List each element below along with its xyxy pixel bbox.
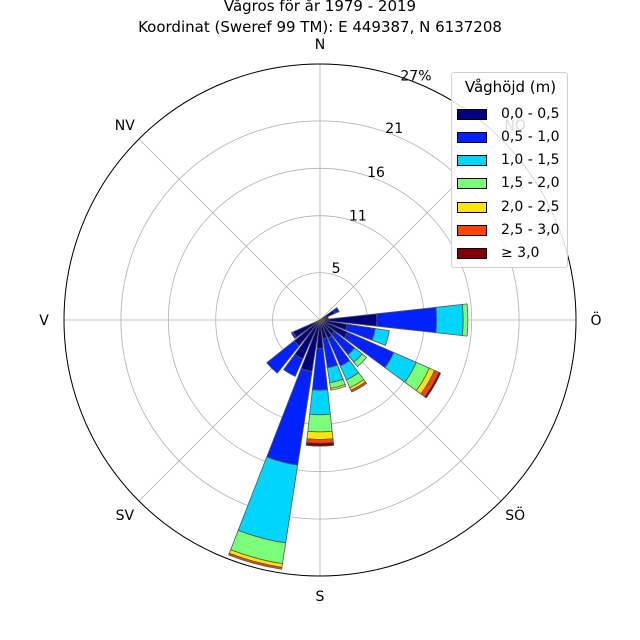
legend-label: ≥ 3,0 <box>501 245 540 261</box>
radial-tick-label: 21 <box>385 121 403 137</box>
direction-label: N <box>315 37 325 53</box>
rose-wedge <box>306 430 334 440</box>
direction-label: SV <box>116 508 135 524</box>
rose-wedge <box>424 371 442 399</box>
legend-item: ≥ 3,0 <box>457 243 539 263</box>
legend-title: Våghöjd (m) <box>464 78 557 96</box>
rose-wedge <box>290 331 297 340</box>
legend-item: 2,0 - 2,5 <box>457 197 559 217</box>
rose-wedge <box>376 306 438 334</box>
rose-wedge <box>266 368 313 466</box>
legend-swatch <box>457 201 487 213</box>
legend-item: 1,0 - 1,5 <box>457 150 559 170</box>
rose-wedge <box>309 389 331 416</box>
legend-label: 0,5 - 1,0 <box>501 129 560 145</box>
chart-title: Vågros för år 1979 - 2019 <box>223 0 417 15</box>
rose-bars <box>228 303 469 570</box>
legend-swatch <box>457 177 487 189</box>
direction-label: S <box>316 589 325 605</box>
rose-wedge <box>228 552 283 570</box>
grid-spoke <box>138 138 321 321</box>
rose-wedge <box>461 303 469 337</box>
legend-swatch <box>457 154 487 166</box>
direction-label: SÖ <box>505 506 525 524</box>
rose-wedge <box>332 307 340 315</box>
legend-swatch <box>457 247 487 259</box>
legend-label: 1,5 - 2,0 <box>501 175 560 191</box>
legend: Våghöjd (m) 0,0 - 0,5 0,5 - 1,0 1,0 - 1,… <box>451 72 568 268</box>
chart-subtitle: Koordinat (Sweref 99 TM): E 449387, N 61… <box>138 18 502 36</box>
outer-circle <box>63 63 577 577</box>
rose-wedge <box>282 353 304 377</box>
radial-tick-label: 11 <box>349 209 367 225</box>
radial-tick-label: 16 <box>367 165 385 181</box>
legend-item: 0,5 - 1,0 <box>457 127 559 147</box>
rose-wedge <box>330 383 347 391</box>
legend-swatch <box>457 108 487 120</box>
legend-item: 0,0 - 0,5 <box>457 104 559 124</box>
rose-wedge <box>353 353 368 368</box>
legend-item: 1,5 - 2,0 <box>457 173 559 193</box>
legend-swatch <box>457 131 487 143</box>
rose-wedge <box>266 340 300 374</box>
rose-wedge <box>237 456 299 544</box>
radial-tick-label: 5 <box>332 261 341 277</box>
direction-label: V <box>39 313 49 329</box>
legend-label: 1,0 - 1,5 <box>501 152 560 168</box>
legend-label: 0,0 - 0,5 <box>501 106 560 122</box>
rose-wedge <box>435 303 464 337</box>
direction-label: NV <box>115 118 135 134</box>
rose-wedge <box>350 381 368 393</box>
legend-label: 2,5 - 3,0 <box>501 222 560 238</box>
rose-wedge <box>305 442 335 447</box>
radial-tick-label: 27% <box>400 68 431 84</box>
legend-swatch <box>457 224 487 236</box>
rose-wedge <box>371 328 390 346</box>
direction-label: Ö <box>590 311 601 329</box>
legend-item: 2,5 - 3,0 <box>457 220 559 240</box>
rose-wedge <box>307 413 333 433</box>
legend-label: 2,0 - 2,5 <box>501 199 560 215</box>
